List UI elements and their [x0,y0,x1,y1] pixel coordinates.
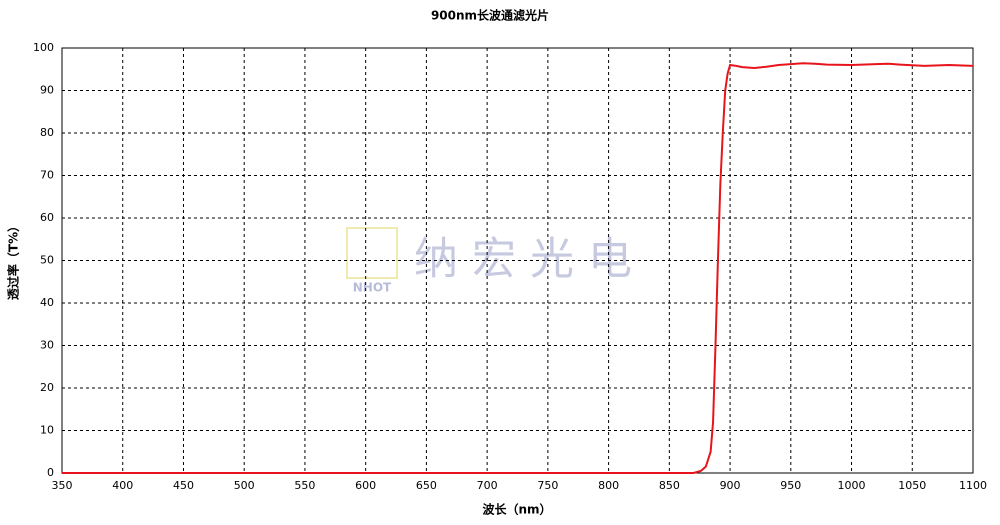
x-tick-label: 1050 [898,479,926,492]
chart-title: 900nm长波通滤光片 [431,8,549,23]
x-tick-label: 750 [537,479,558,492]
x-tick-label: 400 [112,479,133,492]
data-line [62,62,974,474]
x-tick-label: 1000 [838,479,866,492]
y-tick-label: 70 [40,169,54,182]
x-tick-label: 1100 [959,479,987,492]
x-tick-label: 950 [780,479,801,492]
y-tick-label: 80 [40,126,54,139]
y-tick-label: 90 [40,84,54,97]
x-tick-label: 600 [355,479,376,492]
y-axis-label: 透过率（T%） [6,220,21,300]
x-tick-label: 650 [416,479,437,492]
watermark: 纳宏光电 [414,234,646,285]
y-tick-label: 10 [40,424,54,437]
y-tick-label: 20 [40,381,54,394]
x-tick-label: 800 [598,479,619,492]
x-tick-label: 450 [173,479,194,492]
x-tick-label: 550 [294,479,315,492]
x-tick-label: 850 [659,479,680,492]
y-tick-label: 60 [40,211,54,224]
x-tick-label: 900 [720,479,741,492]
y-tick-label: 30 [40,339,54,352]
watermark-logo-frame [346,227,398,279]
y-tick-label: 100 [33,41,54,54]
x-axis-label: 波长（nm） [482,502,551,517]
watermark-logo: NHOT [353,281,392,295]
x-tick-label: 350 [52,479,73,492]
x-tick-label: 700 [477,479,498,492]
y-tick-label: 0 [47,466,54,479]
y-tick-label: 50 [40,254,54,267]
x-tick-label: 500 [234,479,255,492]
y-tick-label: 40 [40,296,54,309]
